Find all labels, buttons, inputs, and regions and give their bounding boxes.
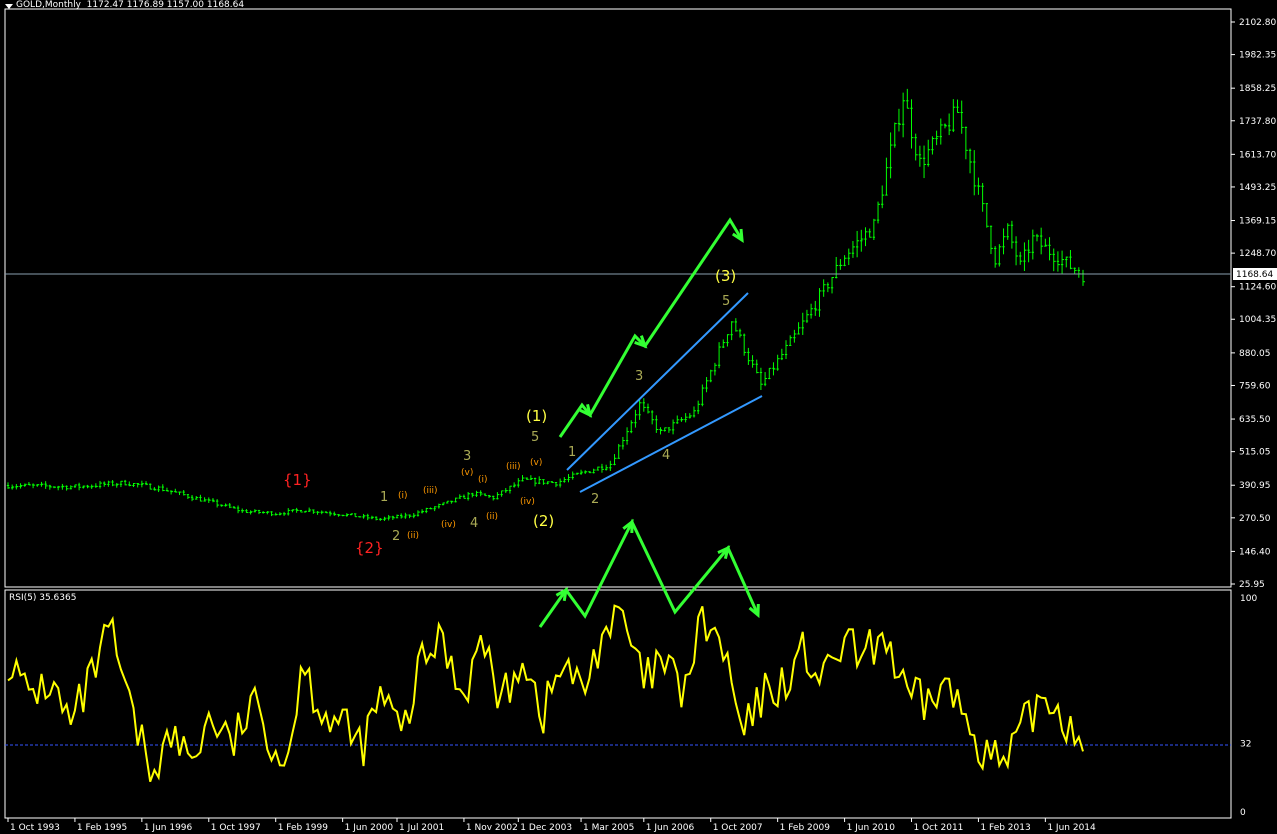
price-tick-label: 1613.70 <box>1239 150 1276 160</box>
date-tick-label: 1 Dec 2003 <box>520 823 572 833</box>
last-price-label: 1168.64 <box>1236 270 1273 280</box>
wave-label-orange: (ii) <box>407 531 419 541</box>
date-tick-label: 1 Feb 2013 <box>980 823 1030 833</box>
price-panel-frame <box>4 8 1232 588</box>
wave-label-orange: (ii) <box>486 512 498 522</box>
date-tick-label: 1 Jun 2000 <box>345 823 394 833</box>
wave-label-orange: (v) <box>461 468 473 478</box>
date-tick-label: 1 Feb 1995 <box>77 823 127 833</box>
wave-label-olive: 1 <box>568 445 576 460</box>
chart-frames <box>4 8 1232 819</box>
projection-arrow-path <box>538 518 760 628</box>
price-tick-label: 2102.80 <box>1239 18 1276 28</box>
channel-lower-line <box>579 395 763 493</box>
wave-label-yellow: (3) <box>715 267 736 285</box>
price-candles <box>6 88 1085 521</box>
arrow-head <box>717 545 731 560</box>
rsi-header: RSI(5) 35.6365 <box>9 593 77 603</box>
wave-label-orange: (i) <box>398 491 408 501</box>
wave-label-olive: 3 <box>463 449 471 464</box>
rsi-layer <box>5 604 1231 783</box>
channel-upper-line <box>566 292 749 471</box>
price-tick-label: 880.05 <box>1239 349 1271 359</box>
wave-label-olive: 5 <box>531 430 539 445</box>
price-tick-label: 146.40 <box>1239 547 1271 557</box>
wave-label-orange: (iv) <box>520 497 535 507</box>
arrow-head <box>748 603 760 619</box>
symbol-label: GOLD,Monthly <box>16 0 81 10</box>
price-tick-label: 1737.80 <box>1239 117 1276 127</box>
date-tick-label: 1 Jun 2010 <box>847 823 896 833</box>
last-price-tag: 1168.64 <box>1233 268 1277 280</box>
date-tick-label: 1 Oct 2011 <box>914 823 964 833</box>
date-tick-label: 1 Feb 1999 <box>278 823 329 833</box>
arrow-head <box>731 228 744 243</box>
price-tick-label: 390.95 <box>1239 481 1271 491</box>
wave-label-olive: 2 <box>392 529 400 544</box>
price-tick-label: 635.50 <box>1239 415 1271 425</box>
date-tick-label: 1 Mar 2005 <box>583 823 634 833</box>
rsi-level-label: 32 <box>1240 740 1251 750</box>
arrow-head <box>634 335 648 349</box>
projection-arrow-path <box>558 217 744 438</box>
price-tick-label: 1858.25 <box>1239 84 1276 94</box>
rsi-panel-frame <box>4 589 1232 819</box>
wave-labels: {1} {2} (1) (2) (3) 1 2 1 2 3 4 5 3 4 5 (i) (ii) (iii) (iv… <box>283 267 736 557</box>
wave-label-orange: (iv) <box>441 520 456 530</box>
wave-label-olive: 1 <box>380 490 388 505</box>
wave-label-olive: 3 <box>635 369 643 384</box>
wave-label-orange: (iii) <box>423 486 438 496</box>
chart-header: GOLD,Monthly 1172.47 1176.89 1157.00 116… <box>16 0 244 10</box>
price-tick-label: 270.50 <box>1239 514 1271 524</box>
date-tick-label: 1 Jul 2001 <box>399 823 444 833</box>
ohlc-label: 1172.47 1176.89 1157.00 1168.64 <box>86 0 245 10</box>
wave-label-orange: (v) <box>530 458 542 468</box>
projection-arrows <box>538 217 760 628</box>
price-tick-label: 1004.35 <box>1239 315 1276 325</box>
date-tick-label: 1 Nov 2002 <box>466 823 518 833</box>
arrow-head <box>555 587 568 602</box>
price-axis: 2102.80 1982.35 1858.25 1737.80 1613.70 1493.… <box>1231 18 1276 590</box>
date-tick-label: 1 Jun 1996 <box>144 823 193 833</box>
price-tick-label: 1248.70 <box>1239 249 1276 259</box>
price-tick-label: 1493.25 <box>1239 183 1276 193</box>
wave-trendlines <box>566 292 763 493</box>
wave-label-yellow: (2) <box>533 512 554 530</box>
wave-label-yellow: (1) <box>526 407 547 425</box>
price-tick-label: 1982.35 <box>1239 51 1276 61</box>
rsi-level-label: 100 <box>1240 594 1257 604</box>
price-tick-label: 515.05 <box>1239 448 1271 458</box>
date-axis: 1 Oct 1993 1 Feb 1995 1 Jun 1996 1 Oct 1997… <box>7 818 1096 833</box>
date-tick-label: 1 Feb 2009 <box>780 823 831 833</box>
wave-label-orange: (iii) <box>506 462 521 472</box>
wave-label-orange: (i) <box>478 475 488 485</box>
price-tick-label: 1124.60 <box>1239 283 1276 293</box>
wave-label-red: {2} <box>355 539 384 557</box>
date-tick-label: 1 Oct 1993 <box>10 823 60 833</box>
date-tick-label: 1 Jun 2014 <box>1047 823 1096 833</box>
wave-label-olive: 5 <box>722 294 730 309</box>
rsi-line <box>7 604 1084 783</box>
arrow-head <box>579 403 593 418</box>
wave-label-red: {1} <box>283 471 312 489</box>
collapse-triangle-icon[interactable] <box>5 4 13 9</box>
price-tick-label: 1369.15 <box>1239 217 1276 227</box>
rsi-level-label: 0 <box>1240 808 1246 818</box>
date-tick-label: 1 Jun 2006 <box>646 823 695 833</box>
rsi-axis: 100 32 0 <box>1240 594 1257 818</box>
arrow-head <box>622 518 634 534</box>
wave-label-olive: 2 <box>591 492 599 507</box>
date-tick-label: 1 Oct 1997 <box>211 823 261 833</box>
price-tick-label: 25.95 <box>1239 580 1265 590</box>
wave-label-olive: 4 <box>662 448 670 463</box>
price-tick-label: 759.60 <box>1239 381 1271 391</box>
date-tick-label: 1 Oct 2007 <box>713 823 763 833</box>
wave-label-olive: 4 <box>470 516 478 531</box>
